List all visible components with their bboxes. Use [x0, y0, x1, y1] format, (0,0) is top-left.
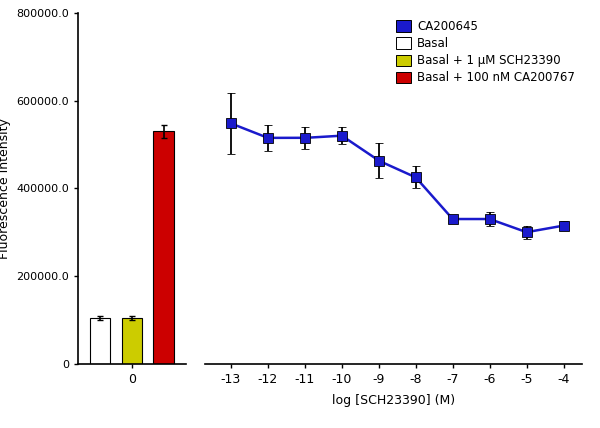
- Bar: [122, 318, 142, 364]
- X-axis label: log [SCH23390] (M): log [SCH23390] (M): [332, 394, 455, 407]
- Bar: [90, 318, 110, 364]
- Y-axis label: Fluorescence Intensity: Fluorescence Intensity: [0, 118, 11, 259]
- Bar: [153, 131, 174, 364]
- Legend: CA200645, Basal, Basal + 1 μM SCH23390, Basal + 100 nM CA200767: CA200645, Basal, Basal + 1 μM SCH23390, …: [391, 15, 580, 89]
